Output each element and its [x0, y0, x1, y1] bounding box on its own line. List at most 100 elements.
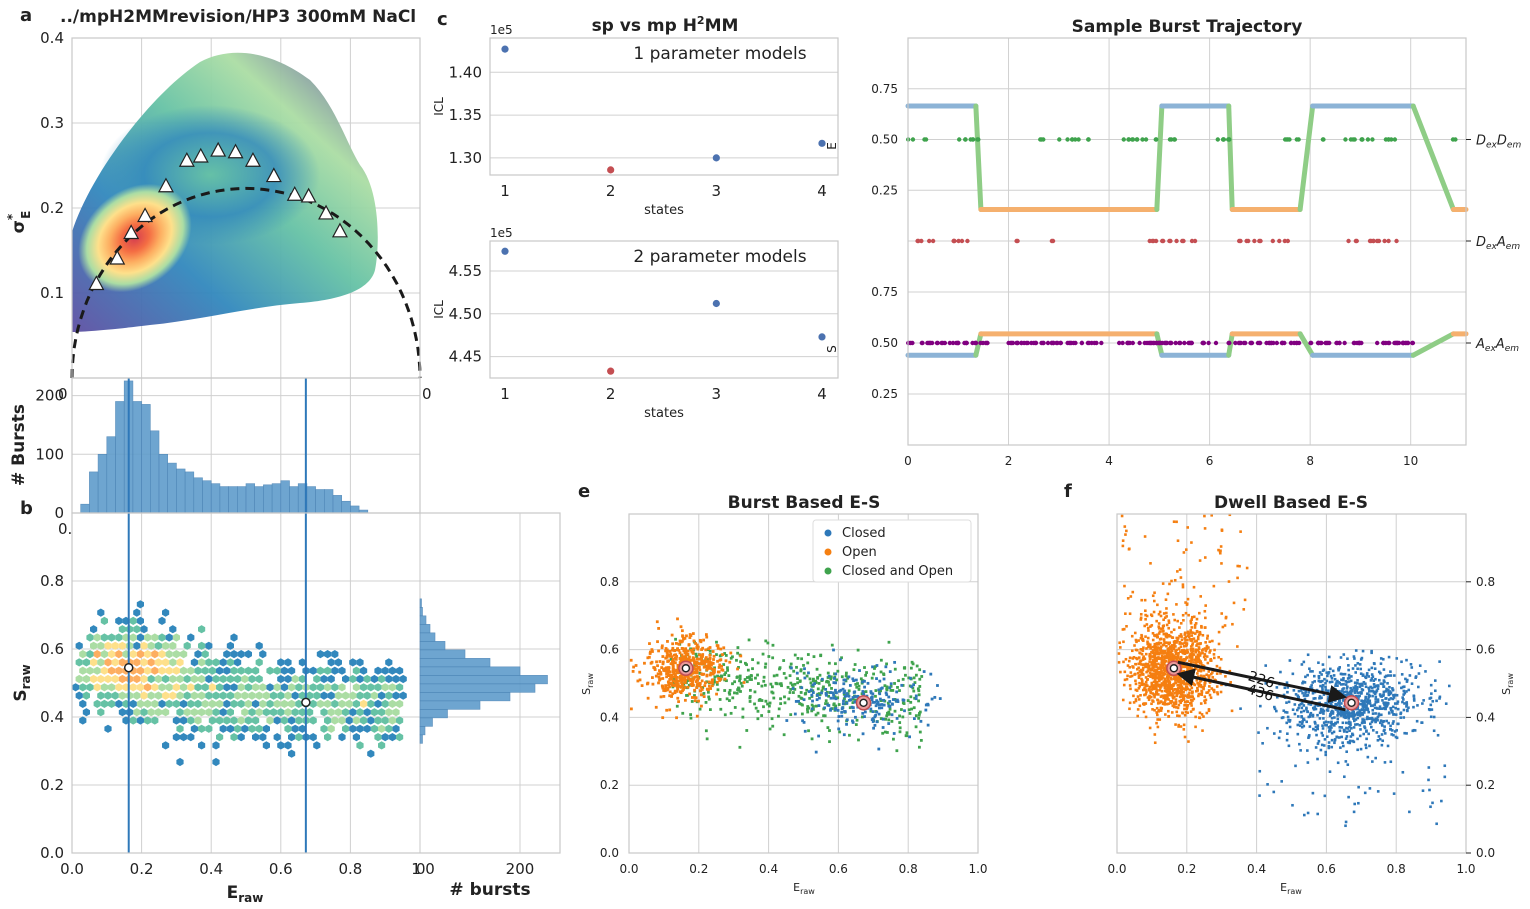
panel-f-point-closed [1382, 679, 1386, 682]
panel-e-point-open [691, 679, 695, 682]
panel-e-point-open [696, 678, 699, 682]
panel-f-point-closed [1331, 669, 1335, 673]
panel-b-right-hist-bar [419, 683, 536, 693]
panel-f-point-closed [1303, 697, 1307, 701]
panel-f-point-open [1181, 583, 1185, 586]
panel-b-hexbin-cell [327, 658, 335, 667]
panel-e-point-closed [910, 685, 914, 689]
panel-e-point-open [692, 647, 695, 651]
panel-f-point-closed [1349, 679, 1353, 683]
panel-f-point-open [1229, 680, 1232, 684]
panel-d-aexaem-photon [1125, 340, 1130, 346]
panel-f-point-open [1198, 654, 1202, 657]
panel-f-point-closed [1403, 691, 1407, 695]
panel-b-hexbin-cell [97, 641, 105, 650]
panel-b-top-hist-bar [332, 495, 342, 514]
panel-e-point-closed-open [736, 675, 739, 679]
panel-d-stream-label-letter: A [1495, 337, 1505, 352]
panel-f-point-open [1236, 564, 1240, 568]
panel-f-point-open [1141, 649, 1145, 652]
panel-c2-point [607, 367, 615, 375]
panel-f-point-open [1151, 594, 1155, 598]
panel-e-point-open [680, 682, 684, 686]
panel-f-point-closed [1394, 706, 1397, 710]
panel-b-hexbin-cell [111, 641, 119, 650]
panel-f-point-closed [1302, 694, 1306, 697]
panel-f-point-open [1197, 660, 1200, 664]
panel-f-point-open [1165, 635, 1169, 639]
panel-e-point-open [704, 656, 708, 659]
panel-f-point-open [1189, 652, 1192, 656]
panel-f-point-closed [1361, 718, 1364, 721]
panel-e-point-closed [854, 715, 857, 719]
panel-c1-xtick-label: 1 [500, 182, 510, 200]
panel-d-dexdem-photon [1143, 137, 1149, 142]
panel-e-point-closed-open [802, 671, 806, 675]
panel-b-hexbin-cell [82, 658, 90, 667]
panel-e-point-open [674, 641, 678, 645]
panel-f-point-closed [1354, 671, 1357, 674]
panel-b-hexbin-cell [327, 691, 335, 700]
panel-e-point-closed-open [840, 675, 844, 679]
panel-d-aexaem-photon [1068, 340, 1073, 346]
panel-f-point-open [1148, 689, 1151, 692]
panel-b-hexbin-cell [306, 691, 314, 700]
panel-b-top-ylabel: # Bursts [9, 404, 29, 486]
panel-e-point-open [668, 708, 672, 712]
panel-b-top-hist-bar [306, 486, 316, 514]
panel-e-point-closed-open [748, 688, 752, 692]
panel-b-hexbin-cell [392, 708, 400, 717]
panel-f-point-open [1184, 710, 1188, 714]
panel-f-point-open [1186, 630, 1190, 634]
panel-b-hexbin-cell [136, 666, 144, 675]
panel-b-hexbin-cell [100, 699, 108, 708]
panel-f-xlabel: Eraw [1280, 881, 1302, 896]
panel-b-hexbin-cell [226, 691, 234, 700]
panel-b-xtick-label: 0.8 [338, 860, 362, 878]
panel-f-point-open [1139, 618, 1143, 621]
panel-f-point-closed [1321, 686, 1324, 689]
panel-f-point-open [1218, 549, 1222, 553]
panel-e-point-closed-open [693, 694, 696, 697]
panel-e-point-open [648, 652, 652, 655]
panel-f-point-closed [1296, 694, 1300, 698]
panel-b-hexbin-cell [381, 666, 389, 675]
panel-f-point-closed [1291, 708, 1295, 711]
panel-f-point-open [1189, 660, 1193, 663]
panel-f-point-open [1138, 704, 1142, 708]
panel-f-point-open [1153, 651, 1156, 655]
panel-f-point-open [1157, 641, 1161, 645]
panel-f-point-open [1177, 703, 1181, 707]
panel-d-xtick-label: 4 [1105, 454, 1113, 468]
panel-b-hexbin-cell [360, 716, 368, 725]
panel-b-hexbin-cell [396, 666, 404, 675]
panel-c1-xtick-label: 2 [606, 182, 616, 200]
panel-f-point-open [1181, 642, 1185, 645]
panel-e-point-open [666, 640, 669, 643]
panel-e-point-closed-open [741, 715, 745, 719]
panel-e-point-open [680, 629, 684, 633]
panel-f-point-open [1188, 691, 1191, 695]
panel-f-point-closed [1378, 707, 1382, 710]
panel-f-point-closed [1392, 733, 1395, 737]
panel-e-point-closed-open [724, 654, 728, 657]
panel-f-point-open [1159, 614, 1163, 618]
panel-f-point-closed [1418, 664, 1422, 667]
panel-f-point-closed [1339, 656, 1343, 659]
panel-f-point-open [1186, 711, 1189, 715]
panel-e-point-open [698, 657, 701, 661]
panel-b-hexbin-cell [313, 674, 321, 684]
panel-e-point-closed [811, 699, 814, 703]
panel-e-point-open [705, 665, 709, 669]
panel-f-point-closed [1303, 681, 1307, 684]
panel-b-top-hist-bar [176, 468, 186, 514]
panel-f-point-closed [1350, 726, 1353, 730]
panel-b-hexbin-cell [277, 658, 285, 667]
panel-f-point-open [1191, 642, 1195, 645]
panel-e-point-closed-open [918, 730, 922, 734]
panel-f-point-open [1171, 704, 1175, 708]
panel-f-point-open [1182, 645, 1186, 648]
panel-f-point-open [1190, 618, 1193, 621]
panel-f-point-open [1150, 688, 1154, 691]
panel-a-xtick-label: 0 [422, 385, 432, 403]
